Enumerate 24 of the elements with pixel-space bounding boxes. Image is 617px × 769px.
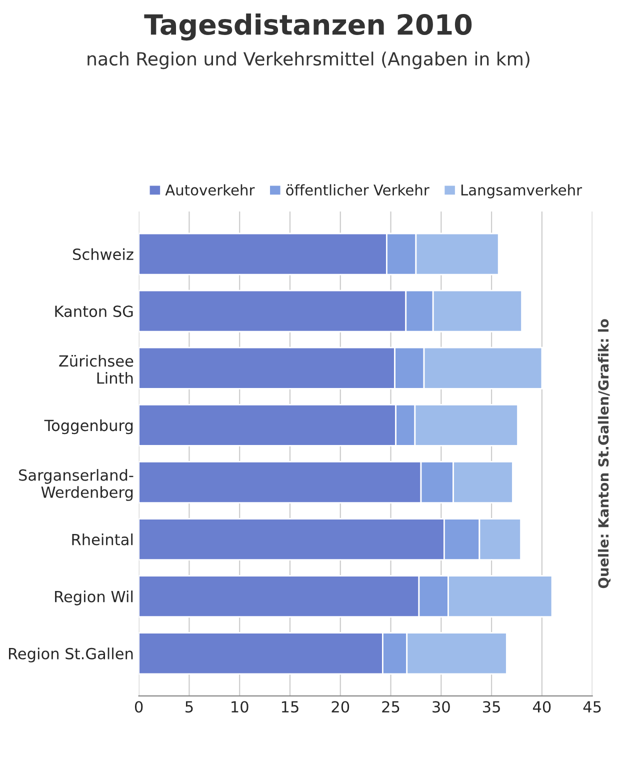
x-tick-label: 5 — [186, 701, 193, 713]
y-tick-label: Region St.Gallen — [8, 648, 133, 662]
y-tick-label: Zürichsee Linth — [59, 354, 134, 384]
y-tick-label: Sarganserland- Werdenberg — [19, 469, 134, 501]
y-tick-label: Toggenburg — [44, 419, 133, 434]
x-tick-label: 20 — [332, 701, 350, 713]
x-tick-label: 15 — [282, 701, 298, 713]
legend-label: Autoverkehr — [165, 184, 255, 196]
chart-subtitle: nach Region und Verkehrsmittel (Angaben in km) — [88, 52, 530, 70]
legend-label: öffentlicher Verkehr — [286, 184, 430, 196]
y-tick-label: Kanton SG — [55, 306, 133, 318]
x-tick-label: 35 — [482, 701, 500, 713]
x-tick-label: 30 — [432, 701, 450, 713]
source-note: Quelle: Kanton St.Gallen/Grafik: lo — [598, 319, 611, 588]
legend-label: Langsamverkehr — [461, 184, 582, 198]
x-tick-label: 10 — [232, 701, 248, 713]
x-tick-label: 45 — [583, 701, 601, 713]
x-tick-label: 25 — [382, 701, 400, 713]
y-tick-label: Region Wil — [55, 590, 133, 606]
x-tick-label: 40 — [532, 701, 551, 713]
y-tick-label: Schweiz — [73, 248, 134, 260]
y-tick-label: Rheintal — [72, 533, 133, 546]
chart-title: Tagesdistanzen 2010 — [144, 14, 472, 41]
x-tick-label: 0 — [134, 701, 143, 713]
